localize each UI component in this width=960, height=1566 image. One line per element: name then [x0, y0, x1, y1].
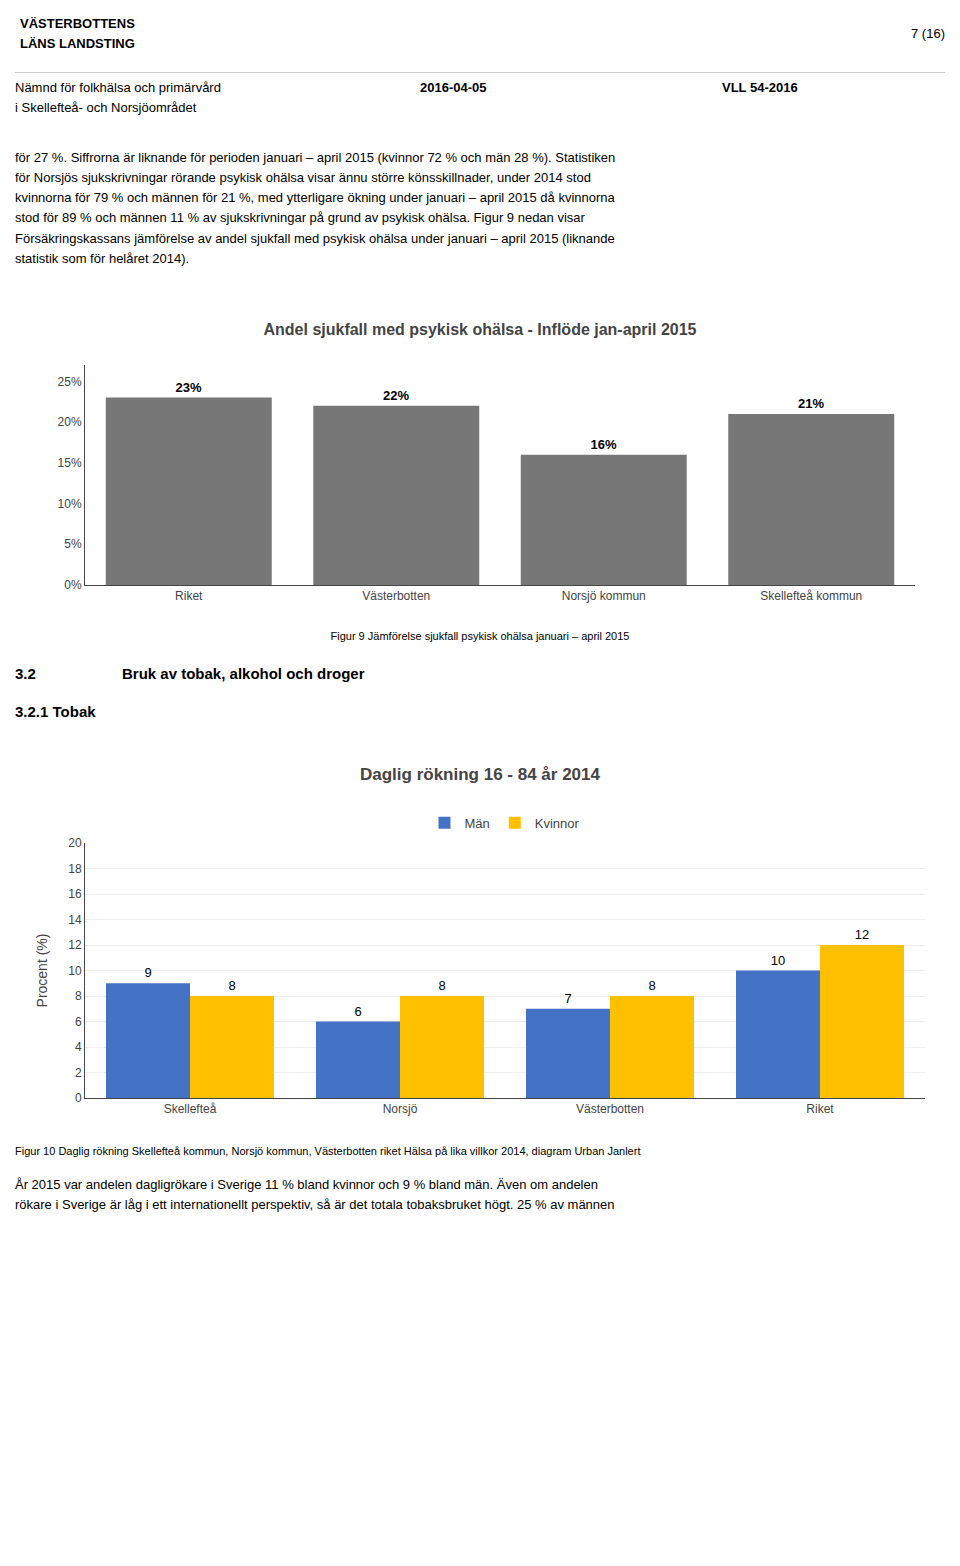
svg-text:Daglig rökning 16 - 84 år 2014: Daglig rökning 16 - 84 år 2014: [360, 765, 601, 784]
svg-text:23%: 23%: [176, 380, 202, 395]
html-text:7 (16): 7 (16): [911, 26, 945, 41]
html-text:VLL 54-2016: VLL 54-2016: [722, 80, 798, 95]
html-text:2016-04-05: 2016-04-05: [420, 80, 487, 95]
html-text:Figur 9 Jämförelse sjukfall ps: Figur 9 Jämförelse sjukfall psykisk ohäl…: [330, 630, 630, 642]
svg-text:Kvinnor: Kvinnor: [535, 816, 580, 831]
svg-text:21%: 21%: [798, 396, 824, 411]
svg-text:4: 4: [75, 1040, 82, 1054]
svg-text:5%: 5%: [64, 537, 82, 551]
svg-text:12: 12: [68, 938, 82, 952]
html-text:statistik som för helåret 2014: statistik som för helåret 2014).: [15, 250, 190, 266]
svg-text:10: 10: [68, 964, 82, 978]
html-text:i Skellefteå- och Norsjöområde: i Skellefteå- och Norsjöområdet: [15, 100, 197, 115]
svg-text:18: 18: [68, 862, 82, 876]
svg-text:22%: 22%: [383, 388, 409, 403]
html-text:3.2: 3.2: [15, 665, 36, 682]
svg-text:2: 2: [75, 1066, 82, 1080]
svg-text:Andel sjukfall med psykisk ohä: Andel sjukfall med psykisk ohälsa - Infl…: [263, 321, 696, 338]
svg-text:14: 14: [68, 913, 82, 927]
svg-text:8: 8: [228, 978, 235, 993]
svg-text:Riket: Riket: [175, 589, 203, 603]
svg-text:25%: 25%: [58, 375, 82, 389]
svg-text:20: 20: [68, 836, 82, 850]
html-text:för Norsjös sjukskrivningar rö: för Norsjös sjukskrivningar rörande psyk…: [15, 170, 591, 186]
svg-text:15%: 15%: [58, 456, 82, 470]
html-text:År 2015 var andelen dagligröka: År 2015 var andelen dagligrökare i Sveri…: [15, 1177, 598, 1192]
svg-text:Västerbotten: Västerbotten: [576, 1102, 644, 1116]
svg-text:Procent (%): Procent (%): [34, 934, 50, 1008]
svg-text:Norsjö: Norsjö: [383, 1102, 418, 1116]
svg-text:0%: 0%: [64, 578, 82, 592]
svg-text:8: 8: [648, 978, 655, 993]
html-text:Nämnd för folkhälsa och primär: Nämnd för folkhälsa och primärvård: [15, 80, 221, 95]
svg-text:Riket: Riket: [806, 1102, 834, 1116]
html-text:Försäkringskassans jämförelse: Försäkringskassans jämförelse av andel s…: [15, 230, 615, 246]
svg-text:6: 6: [354, 1004, 361, 1019]
svg-text:10: 10: [771, 953, 785, 968]
svg-text:0: 0: [75, 1091, 82, 1105]
html-text:rökare i Sverige är låg i ett: rökare i Sverige är låg i ett internatio…: [15, 1197, 615, 1213]
svg-text:Västerbotten: Västerbotten: [362, 589, 430, 603]
html-text:stod för 89 % och männen 11 %: stod för 89 % och männen 11 % av sjukskr…: [15, 210, 585, 226]
svg-text:16: 16: [68, 887, 82, 901]
svg-text:6: 6: [75, 1015, 82, 1029]
svg-text:7: 7: [564, 991, 571, 1006]
html-text:3.2.1 Tobak: 3.2.1 Tobak: [15, 703, 96, 720]
svg-text:9: 9: [144, 965, 151, 980]
svg-text:8: 8: [438, 978, 445, 993]
svg-text:10%: 10%: [58, 497, 82, 511]
html-text:kvinnorna för 79 % och männen: kvinnorna för 79 % och männen för 21 %, …: [15, 190, 615, 206]
svg-text:Män: Män: [465, 816, 490, 831]
svg-text:8: 8: [75, 989, 82, 1003]
svg-text:Skellefteå: Skellefteå: [164, 1102, 217, 1116]
html-text:Bruk av tobak, alkohol och dro: Bruk av tobak, alkohol och droger: [122, 665, 365, 682]
svg-text:Skellefteå kommun: Skellefteå kommun: [760, 589, 862, 603]
html-text:Figur 10 Daglig rökning Skelle: Figur 10 Daglig rökning Skellefteå kommu…: [15, 1145, 641, 1157]
html-text:VÄSTERBOTTENS: VÄSTERBOTTENS: [20, 16, 135, 31]
html-text:för 27 %. Siffrorna är liknand: för 27 %. Siffrorna är liknande för peri…: [15, 150, 616, 165]
svg-text:20%: 20%: [58, 415, 82, 429]
svg-text:12: 12: [855, 927, 869, 942]
svg-text:Norsjö kommun: Norsjö kommun: [562, 589, 646, 603]
svg-text:16%: 16%: [591, 437, 617, 452]
html-text:LÄNS LANDSTING: LÄNS LANDSTING: [20, 36, 135, 51]
